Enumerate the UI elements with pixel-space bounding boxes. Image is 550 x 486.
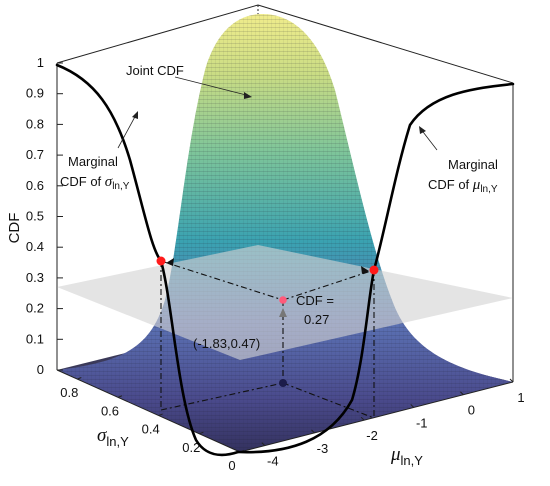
- marginal-sigma-label-line1: Marginal: [68, 154, 118, 169]
- sigma-tick-label: 0.2: [182, 440, 200, 455]
- guide-lines: [160, 258, 375, 419]
- sigma-tick-label: 0: [228, 458, 235, 473]
- joint-cdf-label: Joint CDF: [126, 63, 184, 78]
- marker-mu-marginal: [369, 265, 379, 275]
- z-tick-label: 0.4: [26, 239, 44, 254]
- point-coordinate-label: (-1.83,0.47): [193, 336, 260, 351]
- mu-tick-label: -4: [267, 454, 279, 469]
- z-axis-ticks: 0 0.1 0.2 0.3 0.4 0.5 0.6 0.7 0.8 0.9 1: [26, 55, 63, 377]
- z-tick-label: 0.7: [26, 147, 44, 162]
- sigma-axis-ticks: 0 0.2 0.4 0.6 0.8: [60, 377, 245, 473]
- sigma-tick-mark: [77, 377, 82, 380]
- mu-tick-mark: [261, 442, 266, 446]
- marker-sigma-marginal: [156, 256, 166, 266]
- z-axis-label: CDF: [6, 213, 23, 244]
- z-tick-label: 0.1: [26, 331, 44, 346]
- marker-joint-cdf: [279, 296, 287, 304]
- sigma-tick-label: 0.6: [101, 403, 119, 418]
- mu-tick-mark: [460, 391, 464, 396]
- cdf-value-label-line2: 0.27: [304, 312, 329, 327]
- z-tick-label: 0.2: [26, 301, 44, 316]
- marginal-mu-label-line2: CDF of μln,Y: [428, 177, 498, 195]
- mu-tick-mark: [311, 429, 315, 434]
- sigma-axis-label: σln,Y: [97, 425, 129, 449]
- mu-tick-mark: [360, 416, 365, 421]
- z-tick-label: 1: [37, 55, 44, 70]
- annotation-leaders: [117, 76, 438, 151]
- sigma-tick-mark: [117, 395, 123, 398]
- z-tick-label: 0: [37, 362, 44, 377]
- sigma-tick-mark: [158, 413, 163, 417]
- mu-tick-mark: [509, 378, 514, 383]
- sigma-tick-mark: [199, 431, 204, 435]
- mu-tick-label: -1: [416, 415, 428, 430]
- sigma-tick-label: 0.4: [142, 422, 160, 437]
- mu-tick-label: 1: [517, 390, 524, 405]
- sigma-tick-label: 0.8: [60, 385, 78, 400]
- mu-tick-label: -2: [366, 428, 378, 443]
- marginal-sigma-label-line2: CDF of σln,Y: [60, 174, 130, 192]
- z-tick-label: 0.3: [26, 270, 44, 285]
- mu-tick-label: -3: [317, 441, 329, 456]
- marker-floor-point: [279, 379, 287, 387]
- mu-tick-label: 0: [468, 403, 475, 418]
- z-tick-label: 0.8: [26, 116, 44, 131]
- marginal-mu-label-line1: Marginal: [448, 157, 498, 172]
- mu-axis-ticks: -4 -3 -2 -1 0 1: [261, 378, 525, 469]
- mu-tick-mark: [410, 404, 415, 408]
- mu-axis-label: μln,Y: [390, 444, 423, 468]
- z-tick-label: 0.5: [26, 209, 44, 224]
- z-tick-label: 0.6: [26, 178, 44, 193]
- cdf-value-label-line1: CDF =: [296, 293, 334, 308]
- z-tick-label: 0.9: [26, 86, 44, 101]
